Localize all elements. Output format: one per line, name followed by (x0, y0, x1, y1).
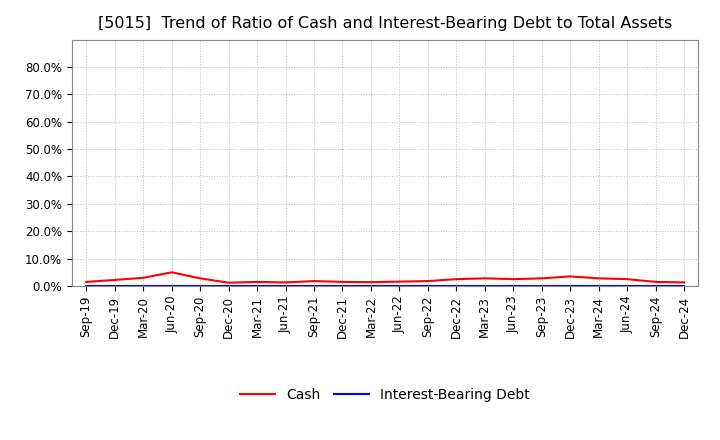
Interest-Bearing Debt (566, 283, 575, 289)
Cash (680, 280, 688, 285)
Cash (509, 276, 518, 282)
Interest-Bearing Debt (680, 283, 688, 289)
Interest-Bearing Debt (82, 283, 91, 289)
Interest-Bearing Debt (139, 283, 148, 289)
Interest-Bearing Debt (452, 283, 461, 289)
Interest-Bearing Debt (225, 283, 233, 289)
Interest-Bearing Debt (623, 283, 631, 289)
Interest-Bearing Debt (110, 283, 119, 289)
Cash (395, 279, 404, 284)
Cash (623, 276, 631, 282)
Interest-Bearing Debt (196, 283, 204, 289)
Interest-Bearing Debt (652, 283, 660, 289)
Interest-Bearing Debt (253, 283, 261, 289)
Cash (253, 279, 261, 285)
Interest-Bearing Debt (366, 283, 375, 289)
Interest-Bearing Debt (509, 283, 518, 289)
Cash (225, 280, 233, 286)
Line: Cash: Cash (86, 272, 684, 283)
Cash (110, 277, 119, 282)
Cash (595, 276, 603, 281)
Interest-Bearing Debt (480, 283, 489, 289)
Title: [5015]  Trend of Ratio of Cash and Interest-Bearing Debt to Total Assets: [5015] Trend of Ratio of Cash and Intere… (98, 16, 672, 32)
Interest-Bearing Debt (537, 283, 546, 289)
Cash (452, 276, 461, 282)
Cash (196, 276, 204, 281)
Interest-Bearing Debt (282, 283, 290, 289)
Cash (366, 279, 375, 285)
Interest-Bearing Debt (167, 283, 176, 289)
Interest-Bearing Debt (595, 283, 603, 289)
Cash (423, 279, 432, 284)
Interest-Bearing Debt (423, 283, 432, 289)
Interest-Bearing Debt (395, 283, 404, 289)
Cash (566, 274, 575, 279)
Interest-Bearing Debt (338, 283, 347, 289)
Interest-Bearing Debt (310, 283, 318, 289)
Cash (652, 279, 660, 285)
Cash (338, 279, 347, 285)
Cash (139, 275, 148, 280)
Legend: Cash, Interest-Bearing Debt: Cash, Interest-Bearing Debt (235, 382, 536, 407)
Cash (480, 276, 489, 281)
Cash (82, 279, 91, 285)
Cash (167, 270, 176, 275)
Cash (282, 280, 290, 285)
Cash (537, 276, 546, 281)
Cash (310, 279, 318, 284)
